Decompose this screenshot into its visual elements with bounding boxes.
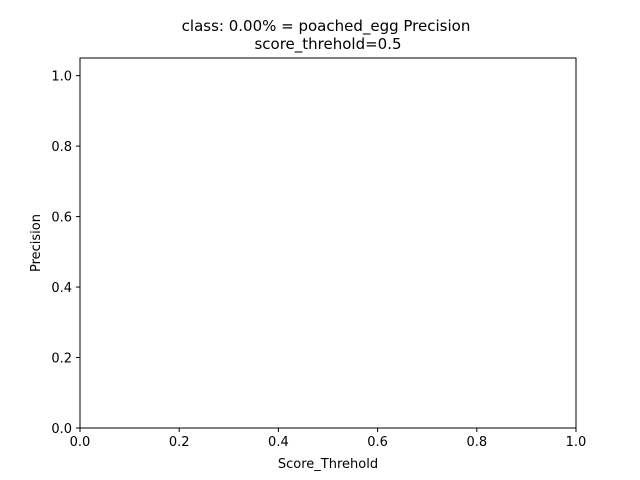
y-tick-label: 0.2 xyxy=(51,352,72,367)
y-axis-ticks: 0.0 0.2 0.4 0.6 0.8 1.0 xyxy=(51,70,80,437)
x-tick-label: 1.0 xyxy=(566,435,587,450)
x-tick-label: 0.4 xyxy=(268,435,289,450)
y-tick-label: 0.8 xyxy=(51,140,72,155)
axes-frame xyxy=(79,57,577,429)
x-tick-label: 0.0 xyxy=(70,435,91,450)
plot-area xyxy=(79,57,577,429)
y-tick-label: 1.0 xyxy=(51,70,72,85)
y-tick-label: 0.6 xyxy=(51,211,72,226)
y-axis-label: Precision xyxy=(29,214,44,272)
chart-title: class: 0.00% = poached_egg Precision xyxy=(182,17,471,36)
y-tick-label: 0.4 xyxy=(51,281,72,296)
chart-subtitle: score_threhold=0.5 xyxy=(254,35,401,54)
plot-background xyxy=(80,58,576,428)
x-tick-label: 0.8 xyxy=(466,435,487,450)
x-tick-label: 0.2 xyxy=(169,435,190,450)
x-tick-label: 0.6 xyxy=(367,435,388,450)
x-axis-label: Score_Threhold xyxy=(278,457,378,472)
y-tick-label: 0.0 xyxy=(51,422,72,437)
x-axis-ticks: 0.0 0.2 0.4 0.6 0.8 1.0 xyxy=(70,428,587,450)
